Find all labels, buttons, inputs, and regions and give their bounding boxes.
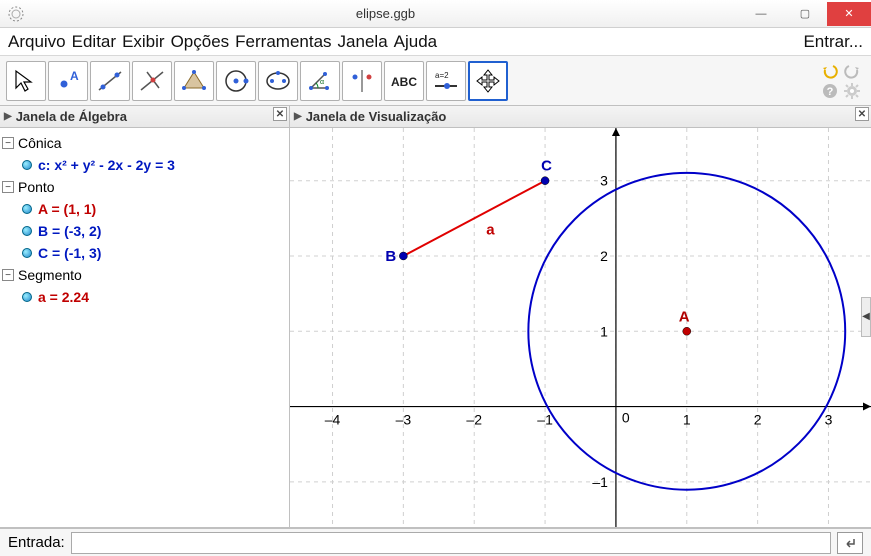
settings-icon[interactable]	[843, 82, 861, 100]
tool-polygon[interactable]	[174, 61, 214, 101]
menu-editar[interactable]: Editar	[72, 32, 116, 52]
tree-item-a[interactable]: A = (1, 1)	[2, 198, 287, 220]
svg-text:a: a	[486, 221, 495, 238]
tool-ellipse[interactable]	[258, 61, 298, 101]
visualization-panel: ▶ Janela de Visualização ✕ –4–3–2–10123–…	[290, 106, 871, 527]
tool-line[interactable]	[90, 61, 130, 101]
tool-text[interactable]: ABC	[384, 61, 424, 101]
svg-text:A: A	[679, 308, 690, 325]
svg-text:–1: –1	[592, 474, 608, 490]
side-toggle[interactable]: ◀	[861, 297, 871, 337]
triangle-icon: ▶	[4, 111, 12, 122]
minimize-button[interactable]: —	[739, 2, 783, 26]
visibility-dot-icon[interactable]	[22, 160, 32, 170]
svg-text:3: 3	[600, 173, 608, 189]
tree-item-b[interactable]: B = (-3, 2)	[2, 220, 287, 242]
visibility-dot-icon[interactable]	[22, 226, 32, 236]
command-input[interactable]	[71, 532, 831, 554]
tree-category-conica[interactable]: −Cônica	[2, 132, 287, 154]
svg-text:α: α	[320, 79, 324, 86]
svg-text:1: 1	[683, 412, 691, 428]
viz-panel-header[interactable]: ▶ Janela de Visualização ✕	[290, 106, 871, 128]
tool-slider[interactable]: a=2	[426, 61, 466, 101]
svg-text:1: 1	[600, 323, 608, 339]
svg-text:–3: –3	[396, 412, 412, 428]
tool-reflect[interactable]	[342, 61, 382, 101]
menu-exibir[interactable]: Exibir	[122, 32, 165, 52]
enter-icon	[843, 536, 857, 550]
tree-category-segmento[interactable]: −Segmento	[2, 264, 287, 286]
input-label: Entrada:	[8, 534, 65, 551]
tool-move-view[interactable]	[468, 61, 508, 101]
svg-text:B: B	[385, 248, 396, 265]
collapse-icon[interactable]: −	[2, 137, 14, 149]
panel-close-icon[interactable]: ✕	[273, 107, 287, 121]
input-bar: Entrada:	[0, 528, 871, 556]
collapse-icon[interactable]: −	[2, 181, 14, 193]
svg-text:ABC: ABC	[391, 75, 417, 89]
svg-text:2: 2	[600, 248, 608, 264]
tool-point[interactable]: A	[48, 61, 88, 101]
window-buttons: — ▢ ✕	[739, 2, 871, 26]
algebra-tree: −Cônica c: x² + y² - 2x - 2y = 3 −Ponto …	[0, 128, 289, 527]
svg-text:3: 3	[825, 412, 833, 428]
visibility-dot-icon[interactable]	[22, 292, 32, 302]
close-button[interactable]: ✕	[827, 2, 871, 26]
algebra-panel-header[interactable]: ▶ Janela de Álgebra ✕	[0, 106, 289, 128]
window-title: elipse.ggb	[32, 6, 739, 21]
tree-item-seg-a[interactable]: a = 2.24	[2, 286, 287, 308]
menu-ajuda[interactable]: Ajuda	[394, 32, 437, 52]
svg-text:–4: –4	[325, 412, 341, 428]
algebra-panel: ▶ Janela de Álgebra ✕ −Cônica c: x² + y²…	[0, 106, 290, 527]
tool-perpendicular[interactable]	[132, 61, 172, 101]
menubar: Arquivo Editar Exibir Opções Ferramentas…	[0, 28, 871, 56]
app-icon	[6, 4, 26, 24]
svg-text:–2: –2	[466, 412, 482, 428]
svg-text:a=2: a=2	[435, 71, 449, 80]
titlebar: elipse.ggb — ▢ ✕	[0, 0, 871, 28]
algebra-panel-title: Janela de Álgebra	[16, 109, 127, 124]
svg-text:C: C	[541, 158, 552, 175]
svg-text:0: 0	[622, 410, 630, 426]
tool-circle[interactable]	[216, 61, 256, 101]
tool-angle[interactable]: α	[300, 61, 340, 101]
svg-text:2: 2	[754, 412, 762, 428]
tool-move[interactable]	[6, 61, 46, 101]
tree-category-ponto[interactable]: −Ponto	[2, 176, 287, 198]
menu-ferramentas[interactable]: Ferramentas	[235, 32, 331, 52]
svg-text:?: ?	[827, 86, 834, 98]
input-help-button[interactable]	[837, 532, 863, 554]
redo-icon[interactable]	[843, 62, 861, 80]
visibility-dot-icon[interactable]	[22, 204, 32, 214]
visibility-dot-icon[interactable]	[22, 248, 32, 258]
toolbar: A α ABC a=2 ?	[0, 56, 871, 106]
graph-canvas[interactable]: –4–3–2–10123–1123aABC	[290, 128, 871, 527]
undo-icon[interactable]	[821, 62, 839, 80]
tree-item-c[interactable]: c: x² + y² - 2x - 2y = 3	[2, 154, 287, 176]
triangle-icon: ▶	[294, 111, 302, 122]
menu-opcoes[interactable]: Opções	[171, 32, 230, 52]
menu-janela[interactable]: Janela	[338, 32, 388, 52]
maximize-button[interactable]: ▢	[783, 2, 827, 26]
tree-item-c-point[interactable]: C = (-1, 3)	[2, 242, 287, 264]
viz-panel-title: Janela de Visualização	[306, 109, 447, 124]
menu-arquivo[interactable]: Arquivo	[8, 32, 66, 52]
collapse-icon[interactable]: −	[2, 269, 14, 281]
panel-close-icon[interactable]: ✕	[855, 107, 869, 121]
help-icon[interactable]: ?	[821, 82, 839, 100]
svg-text:A: A	[70, 69, 79, 83]
toolbar-right: ?	[821, 62, 861, 100]
login-link[interactable]: Entrar...	[803, 32, 863, 52]
